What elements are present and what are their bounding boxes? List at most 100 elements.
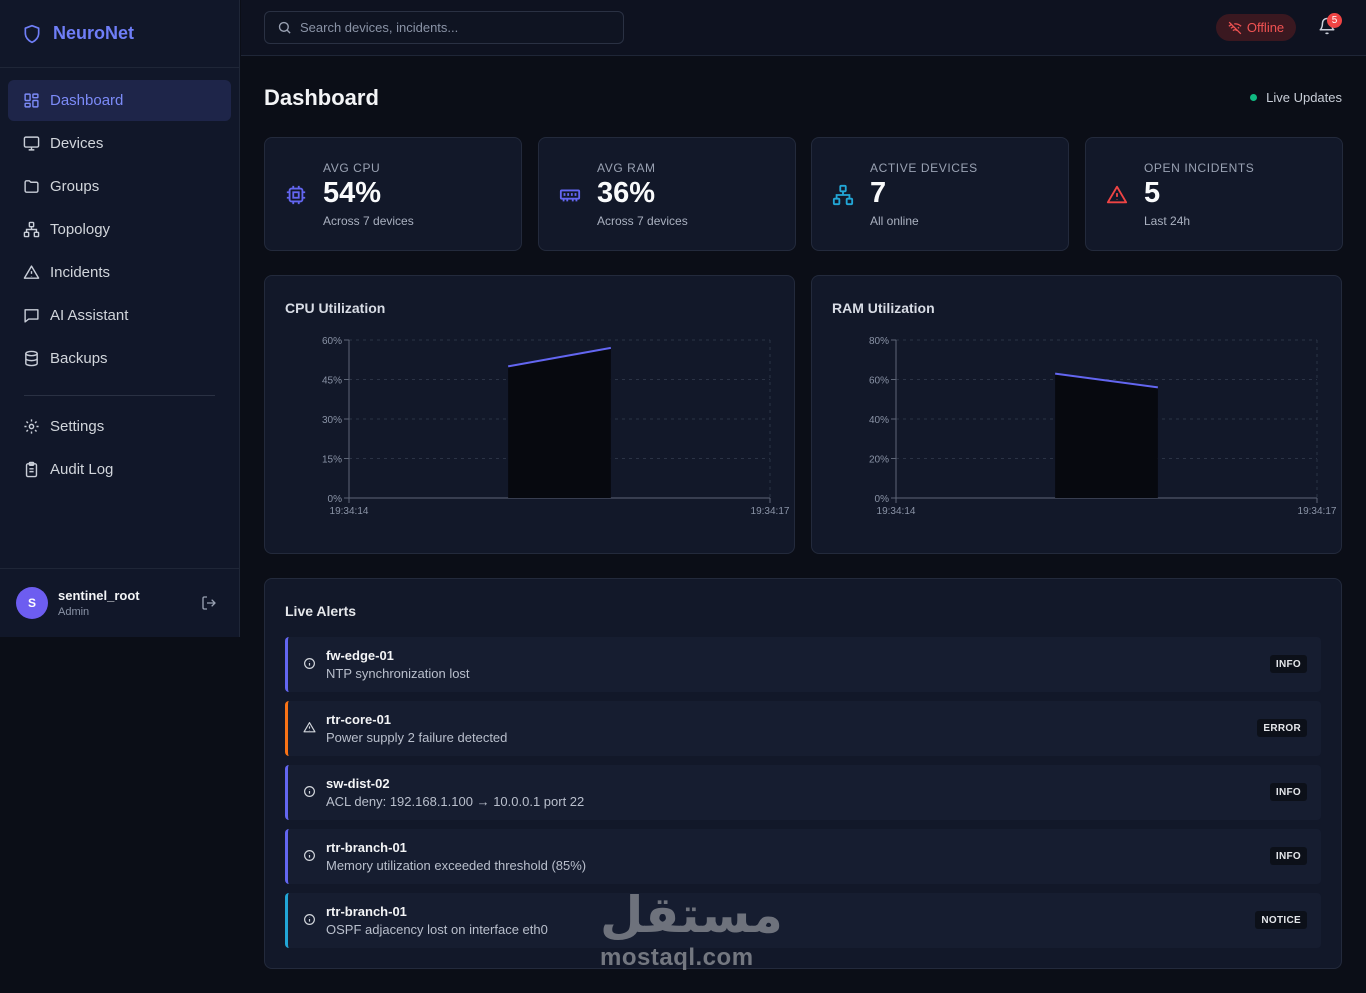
connection-status-label: Offline bbox=[1246, 20, 1285, 35]
cpu-utilization-chart: 0% 15% 30% 45% 60% 19:34:14 19:34:17 bbox=[322, 336, 790, 517]
alert-message: ACL deny: 192.168.1.100 → 10.0.0.1 port … bbox=[326, 794, 585, 809]
brand-name: NeuroNet bbox=[53, 23, 135, 43]
alert-level-badge: INFO bbox=[1269, 847, 1307, 865]
stat-subtext: All online bbox=[870, 214, 919, 228]
stat-value: 54% bbox=[323, 177, 382, 209]
series-area bbox=[508, 347, 611, 498]
logout-icon[interactable] bbox=[201, 595, 217, 611]
y-tick-label: 60% bbox=[869, 376, 889, 387]
sidebar-item-audit-log[interactable]: Audit Log bbox=[8, 449, 231, 490]
sidebar-item-label: Backups bbox=[50, 350, 108, 367]
alert-level-badge: NOTICE bbox=[1255, 911, 1307, 929]
sidebar-nav: Dashboard Devices Groups Topology Incide… bbox=[0, 68, 239, 490]
x-tick-label: 19:34:17 bbox=[751, 506, 790, 517]
sidebar-item-label: Audit Log bbox=[50, 461, 114, 478]
stat-subtext: Last 24h bbox=[1144, 214, 1191, 228]
sidebar-item-backups[interactable]: Backups bbox=[8, 338, 231, 379]
y-tick-label: 40% bbox=[869, 415, 889, 426]
sidebar-item-label: Settings bbox=[50, 418, 105, 435]
sidebar-item-devices[interactable]: Devices bbox=[8, 123, 231, 164]
chart-title: CPU Utilization bbox=[285, 300, 386, 316]
clipboard-icon bbox=[22, 461, 40, 479]
chat-icon bbox=[22, 307, 40, 325]
info-icon bbox=[303, 657, 316, 670]
page-title: Dashboard bbox=[264, 85, 379, 110]
stat-card-avg-ram: AVG RAM 36% Across 7 devices bbox=[538, 137, 796, 251]
alert-row[interactable]: rtr-core-01 Power supply 2 failure detect… bbox=[285, 701, 1321, 756]
cpu-icon bbox=[285, 184, 307, 206]
y-tick-label: 60% bbox=[322, 336, 342, 347]
x-tick-label: 19:34:14 bbox=[330, 506, 369, 517]
watermark-arabic: مستقل bbox=[600, 886, 783, 944]
alert-triangle-icon bbox=[1106, 184, 1128, 206]
sidebar-item-label: Incidents bbox=[50, 264, 111, 281]
sidebar-item-label: Dashboard bbox=[50, 92, 124, 109]
alert-row[interactable]: rtr-branch-01 OSPF adjacency lost on inte… bbox=[285, 893, 1321, 948]
dashboard-icon bbox=[22, 92, 40, 110]
sidebar-item-label: Devices bbox=[50, 135, 104, 152]
live-alerts-panel: Live Alerts fw-edge-01 NTP synchronizatio… bbox=[264, 578, 1342, 969]
series-line bbox=[1055, 372, 1158, 389]
wifi-off-icon bbox=[1228, 21, 1242, 35]
live-updates-indicator: Live Updates bbox=[1250, 90, 1342, 105]
shield-logo-icon bbox=[22, 23, 42, 45]
notification-count-badge: 5 bbox=[1327, 13, 1342, 28]
live-status-dot bbox=[1250, 94, 1258, 101]
stat-label: ACTIVE DEVICES bbox=[870, 161, 978, 175]
stat-subtext: Across 7 devices bbox=[323, 214, 414, 228]
info-icon bbox=[303, 913, 316, 926]
search-input[interactable] bbox=[300, 20, 610, 35]
cpu-utilization-card: CPU Utilization 0% 15% 30% 45% 60% 19:34:14 19… bbox=[264, 275, 795, 554]
sidebar-item-dashboard[interactable]: Dashboard bbox=[8, 80, 231, 121]
alert-device: rtr-branch-01 bbox=[326, 904, 407, 919]
y-tick-label: 0% bbox=[328, 494, 343, 505]
y-tick-label: 45% bbox=[322, 376, 342, 387]
y-tick-label: 20% bbox=[869, 455, 889, 466]
user-profile[interactable]: S sentinel_root Admin bbox=[0, 568, 239, 637]
stat-card-avg-cpu: AVG CPU 54% Across 7 devices bbox=[264, 137, 522, 251]
sidebar-item-topology[interactable]: Topology bbox=[8, 209, 231, 250]
user-name: sentinel_root bbox=[58, 588, 140, 603]
alert-row[interactable]: sw-dist-02 ACL deny: 192.168.1.100 → 10.0… bbox=[285, 765, 1321, 820]
sidebar-item-settings[interactable]: Settings bbox=[8, 406, 231, 447]
alert-device: rtr-core-01 bbox=[326, 712, 392, 727]
search-box[interactable] bbox=[264, 11, 624, 44]
connection-status-badge[interactable]: Offline bbox=[1216, 14, 1296, 41]
stat-card-active-devices: ACTIVE DEVICES 7 All online bbox=[811, 137, 1069, 251]
stat-label: OPEN INCIDENTS bbox=[1144, 161, 1255, 175]
sidebar-item-label: Topology bbox=[50, 221, 111, 238]
sidebar-item-incidents[interactable]: Incidents bbox=[8, 252, 231, 293]
alert-row[interactable]: fw-edge-01 NTP synchronization lost INFO bbox=[285, 637, 1321, 692]
series-area bbox=[1055, 373, 1158, 498]
folder-icon bbox=[22, 178, 40, 196]
sidebar-item-label: Groups bbox=[50, 178, 100, 195]
chart-title: RAM Utilization bbox=[832, 300, 935, 316]
x-tick-label: 19:34:14 bbox=[877, 506, 916, 517]
stat-value: 5 bbox=[1144, 177, 1161, 209]
database-icon bbox=[22, 350, 40, 368]
gear-icon bbox=[22, 418, 40, 436]
alerts-title: Live Alerts bbox=[285, 603, 357, 619]
ram-utilization-chart: 0% 20% 40% 60% 80% 19:34:14 19:34:17 bbox=[869, 336, 1337, 517]
sidebar-item-groups[interactable]: Groups bbox=[8, 166, 231, 207]
y-tick-label: 80% bbox=[869, 336, 889, 347]
alert-message: OSPF adjacency lost on interface eth0 bbox=[326, 922, 548, 937]
sidebar-item-label: AI Assistant bbox=[50, 307, 129, 324]
sidebar-divider bbox=[24, 395, 215, 396]
alert-row[interactable]: rtr-branch-01 Memory utilization exceeded… bbox=[285, 829, 1321, 884]
avatar: S bbox=[16, 587, 48, 619]
topbar: Offline 5 bbox=[241, 0, 1366, 56]
sidebar-item-ai-assistant[interactable]: AI Assistant bbox=[8, 295, 231, 336]
stat-subtext: Across 7 devices bbox=[597, 214, 688, 228]
watermark-text: mostaql.com bbox=[600, 944, 754, 971]
series-line bbox=[507, 346, 612, 368]
network-icon bbox=[22, 221, 40, 239]
live-updates-label: Live Updates bbox=[1266, 90, 1342, 105]
alert-message: Memory utilization exceeded threshold (8… bbox=[326, 858, 587, 873]
user-role: Admin bbox=[58, 606, 90, 618]
x-tick-label: 19:34:17 bbox=[1298, 506, 1337, 517]
stat-label: AVG RAM bbox=[597, 161, 656, 175]
alert-message: NTP synchronization lost bbox=[326, 666, 470, 681]
brand[interactable]: NeuroNet bbox=[0, 0, 239, 68]
info-icon bbox=[303, 849, 316, 862]
